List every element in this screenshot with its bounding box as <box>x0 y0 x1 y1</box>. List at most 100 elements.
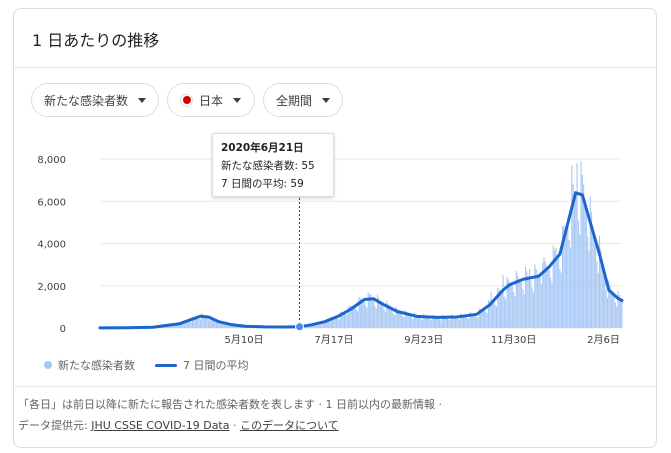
daily-bar <box>534 264 536 328</box>
daily-bar <box>213 318 215 328</box>
daily-bar <box>547 267 549 328</box>
daily-bar <box>390 308 392 328</box>
daily-bar <box>480 308 482 328</box>
daily-bar <box>433 315 435 328</box>
daily-bar <box>513 292 515 328</box>
daily-bar <box>374 305 376 328</box>
daily-bar <box>499 291 501 328</box>
daily-bar <box>600 248 602 328</box>
daily-bars <box>99 161 623 328</box>
country-dropdown[interactable]: 日本 <box>167 83 255 117</box>
daily-bar <box>595 244 597 328</box>
daily-bar <box>425 316 427 328</box>
daily-bar <box>441 314 443 328</box>
daily-bar <box>350 306 352 328</box>
daily-bar <box>464 315 466 328</box>
daily-bar <box>598 235 601 328</box>
daily-bar <box>180 324 182 328</box>
daily-bar <box>431 320 433 328</box>
daily-bar <box>517 274 519 328</box>
daily-bar <box>527 275 529 328</box>
daily-bar <box>489 301 491 328</box>
daily-bar <box>460 313 462 328</box>
daily-bar <box>365 305 367 328</box>
daily-bar <box>616 306 618 328</box>
daily-bar <box>351 307 353 328</box>
daily-bar <box>588 251 590 328</box>
daily-bar <box>211 317 213 328</box>
daily-bar <box>572 184 574 328</box>
footer-dot: · <box>233 419 237 432</box>
daily-bar <box>227 325 229 328</box>
daily-bar <box>375 308 377 328</box>
daily-bar <box>502 275 504 328</box>
daily-bar <box>387 303 389 328</box>
period-dropdown-label: 全期間 <box>276 93 313 108</box>
daily-bar <box>324 321 326 328</box>
period-dropdown[interactable]: 全期間 <box>263 83 343 117</box>
daily-bar <box>339 311 342 328</box>
daily-bar <box>325 321 327 328</box>
daily-bar <box>226 324 228 328</box>
daily-bar <box>592 226 594 328</box>
tooltip-date: 2020年6月21日 <box>221 142 304 154</box>
daily-bar <box>605 289 607 328</box>
x-tick-label: 2月6日 <box>587 334 620 346</box>
daily-bar <box>444 316 446 328</box>
daily-bar <box>317 323 319 328</box>
daily-bar <box>172 325 174 328</box>
daily-bar <box>395 306 397 328</box>
daily-bar <box>215 320 217 328</box>
daily-bar <box>424 315 426 328</box>
daily-bar <box>580 161 582 328</box>
daily-bar <box>176 323 178 328</box>
daily-bar <box>388 306 390 328</box>
y-tick-label: 8,000 <box>37 155 66 166</box>
daily-bar <box>493 301 495 328</box>
daily-bar <box>341 312 343 328</box>
daily-bar <box>367 292 369 328</box>
daily-bar <box>454 317 457 328</box>
x-axis: 5月10日 7月17日 9月23日 11月30日 2月6日 <box>224 334 619 346</box>
footer-updated: 1 日前以内の最新情報 <box>325 398 436 411</box>
source-link[interactable]: JHU CSSE COVID-19 Data <box>91 419 230 432</box>
daily-bar <box>494 304 496 328</box>
daily-bar <box>182 320 184 328</box>
footer-source-prefix: データ提供元: <box>18 419 88 432</box>
daily-bar <box>429 319 431 328</box>
daily-bar <box>486 313 488 328</box>
about-data-link[interactable]: このデータについて <box>240 419 339 432</box>
daily-bar <box>551 282 553 328</box>
daily-bar <box>218 323 220 328</box>
daily-bar <box>386 300 388 328</box>
daily-bar <box>477 317 479 328</box>
daily-bar <box>487 300 490 328</box>
daily-bar <box>620 298 622 328</box>
daily-bar <box>326 320 328 328</box>
y-tick-label: 4,000 <box>37 240 66 251</box>
header-divider <box>14 67 656 68</box>
daily-bar <box>336 317 338 328</box>
daily-bar <box>577 220 579 328</box>
metric-dropdown[interactable]: 新たな感染者数 <box>31 83 159 117</box>
hover-point <box>295 322 305 332</box>
daily-bar <box>524 266 527 328</box>
daily-bar <box>402 315 404 328</box>
daily-bar <box>575 192 577 328</box>
daily-bar <box>609 285 611 328</box>
daily-bar <box>371 298 373 328</box>
daily-bar <box>490 292 492 328</box>
daily-bar <box>485 311 487 328</box>
x-tick-label: 9月23日 <box>404 334 443 346</box>
japan-flag-icon <box>180 93 193 107</box>
daily-bar <box>338 319 340 328</box>
y-tick-label: 2,000 <box>37 282 66 293</box>
daily-bar <box>378 297 380 328</box>
daily-bar <box>506 276 508 328</box>
daily-bar <box>321 320 323 328</box>
daily-bar <box>522 289 524 328</box>
daily-bar <box>193 317 195 328</box>
daily-bar <box>223 322 225 328</box>
daily-bar <box>484 309 486 328</box>
